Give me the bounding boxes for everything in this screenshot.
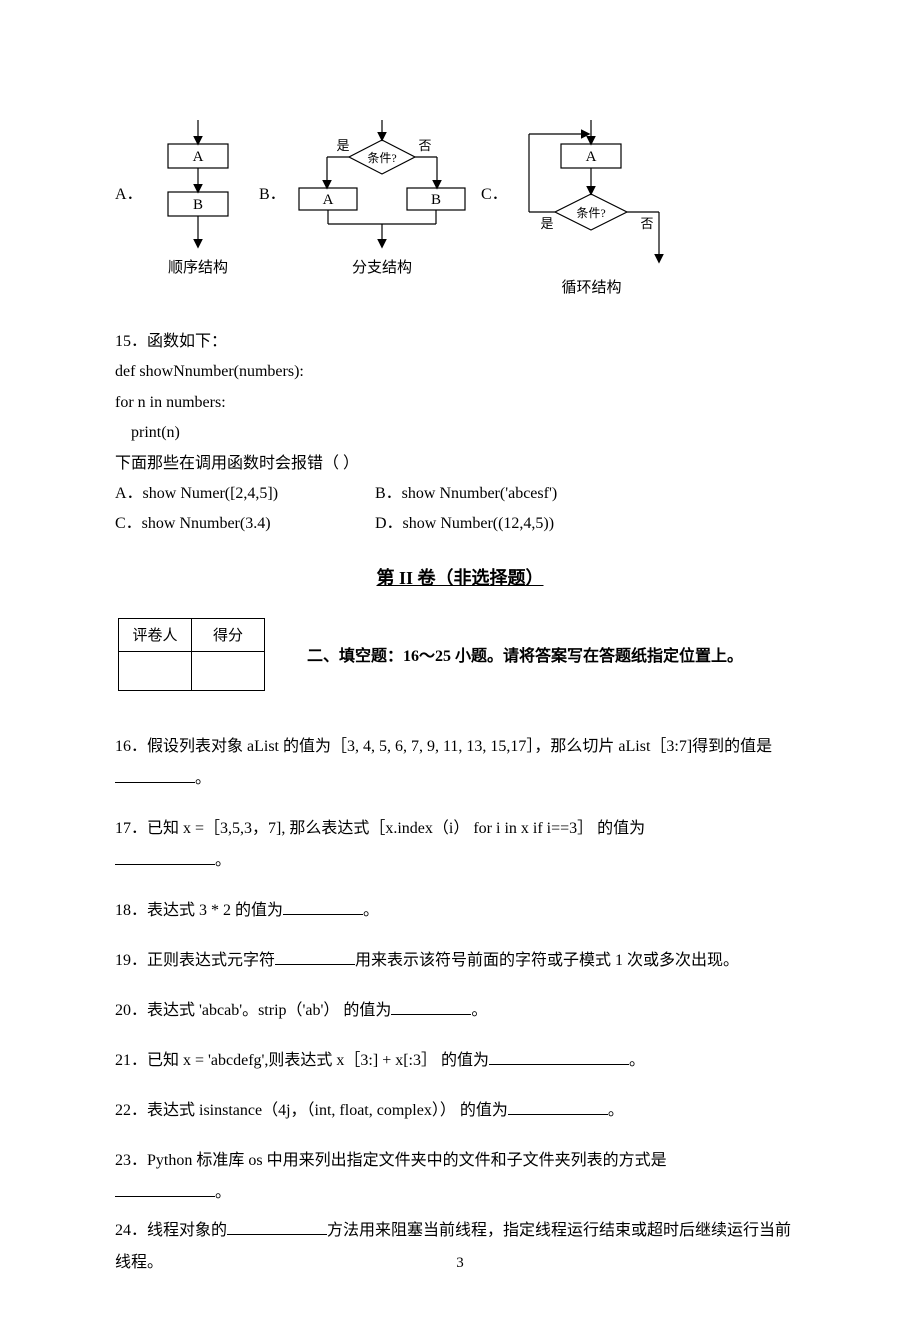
question-21: 21．已知 x = 'abcdefg',则表达式 x［3:] + x[:3］ 的… xyxy=(115,1045,805,1077)
loop-flowchart-icon: A 条件? 是 否 xyxy=(509,120,674,270)
score-header-1: 评卷人 xyxy=(119,618,192,651)
q15-line1: 15．函数如下： xyxy=(115,327,805,357)
q23-text-b: 。 xyxy=(215,1184,231,1201)
q15-code-print: print(n) xyxy=(115,418,805,448)
q17-text-b: 。 xyxy=(215,852,231,869)
page-content: A． A B 顺序结构 B． 条件? 是 xyxy=(0,0,920,1319)
q15-line5: 下面那些在调用函数时会报错（ ） xyxy=(115,449,805,479)
q24-blank xyxy=(227,1217,327,1235)
q24-text-a: 24．线程对象的 xyxy=(115,1222,227,1239)
q15-code-def: def showNnumber(numbers): xyxy=(115,357,805,387)
q16-text-b: 。 xyxy=(195,770,211,787)
q20-text-a: 20．表达式 'abcab'。strip（'ab'） 的值为 xyxy=(115,1002,391,1019)
diagram-label-a: A． xyxy=(115,120,143,204)
q21-text-b: 。 xyxy=(629,1052,645,1069)
svg-text:A: A xyxy=(586,149,597,165)
q22-text-b: 。 xyxy=(608,1102,624,1119)
diagram-label-b: B． xyxy=(253,120,287,204)
page-number: 3 xyxy=(0,1255,920,1272)
diagram-label-c: C． xyxy=(477,120,509,204)
q18-text-a: 18．表达式 3 * 2 的值为 xyxy=(115,902,283,919)
sequence-flowchart-icon: A B xyxy=(143,120,253,250)
question-22: 22．表达式 isinstance（4j，（int, float, comple… xyxy=(115,1095,805,1127)
score-cell-2 xyxy=(192,651,265,690)
q23-blank xyxy=(115,1179,215,1197)
svg-text:B: B xyxy=(431,192,441,208)
diagram-loop: A 条件? 是 否 循环结构 xyxy=(509,120,674,297)
svg-text:否: 否 xyxy=(418,138,431,153)
fill-instruction: 二、填空题：16～25 小题。请将答案写在答题纸指定位置上。 xyxy=(307,642,743,666)
q20-blank xyxy=(391,997,471,1015)
q18-text-b: 。 xyxy=(363,902,379,919)
diagram-branch: 条件? 是 否 A B 分支结构 xyxy=(287,120,477,277)
q17-blank xyxy=(115,847,215,865)
q15-opt-c: C．show Nnumber(3.4) xyxy=(115,509,345,539)
svg-text:是: 是 xyxy=(336,138,349,153)
q15-options-row1: A．show Numer([2,4,5]) B．show Nnumber('ab… xyxy=(115,479,805,509)
section-2-title: 第 II 卷（非选择题） xyxy=(115,564,805,590)
question-20: 20．表达式 'abcab'。strip（'ab'） 的值为 。 xyxy=(115,995,805,1027)
question-18: 18．表达式 3 * 2 的值为 。 xyxy=(115,895,805,927)
q15-opt-d: D．show Number((12,4,5)) xyxy=(375,509,605,539)
diagram-caption-2: 分支结构 xyxy=(352,256,412,277)
svg-text:是: 是 xyxy=(540,216,553,231)
svg-text:否: 否 xyxy=(640,216,653,231)
diagram-row: A． A B 顺序结构 B． 条件? 是 xyxy=(115,120,805,297)
diagram-caption-3: 循环结构 xyxy=(561,276,621,297)
q15-options-row2: C．show Nnumber(3.4) D．show Number((12,4,… xyxy=(115,509,805,539)
q19-text-a: 19．正则表达式元字符 xyxy=(115,952,275,969)
question-17: 17．已知 x =［3,5,3，7], 那么表达式［x.index（i） for… xyxy=(115,813,805,877)
diagram-sequence: A B 顺序结构 xyxy=(143,120,253,277)
q16-blank xyxy=(115,765,195,783)
q21-text-a: 21．已知 x = 'abcdefg',则表达式 x［3:] + x[:3］ 的… xyxy=(115,1052,489,1069)
q22-blank xyxy=(508,1097,608,1115)
svg-text:条件?: 条件? xyxy=(576,206,605,220)
question-16: 16．假设列表对象 aList 的值为［3, 4, 5, 6, 7, 9, 11… xyxy=(115,731,805,795)
question-15: 15．函数如下： def showNnumber(numbers): for n… xyxy=(115,327,805,540)
question-23: 23．Python 标准库 os 中用来列出指定文件夹中的文件和子文件夹列表的方… xyxy=(115,1145,805,1209)
svg-text:B: B xyxy=(193,197,203,213)
q15-opt-a: A．show Numer([2,4,5]) xyxy=(115,479,345,509)
score-row: 评卷人 得分 二、填空题：16～25 小题。请将答案写在答题纸指定位置上。 xyxy=(118,618,805,691)
q17-text-a: 17．已知 x =［3,5,3，7], 那么表达式［x.index（i） for… xyxy=(115,820,645,837)
q22-text-a: 22．表达式 isinstance（4j，（int, float, comple… xyxy=(115,1102,508,1119)
q18-blank xyxy=(283,897,363,915)
svg-text:A: A xyxy=(193,149,204,165)
branch-flowchart-icon: 条件? 是 否 A B xyxy=(287,120,477,250)
q19-blank xyxy=(275,947,355,965)
score-table: 评卷人 得分 xyxy=(118,618,265,691)
q15-opt-b: B．show Nnumber('abcesf') xyxy=(375,479,605,509)
q16-text-a: 16．假设列表对象 aList 的值为［3, 4, 5, 6, 7, 9, 11… xyxy=(115,738,772,755)
q19-text-b: 用来表示该符号前面的字符或子模式 1 次或多次出现。 xyxy=(355,952,739,969)
q15-code-for: for n in numbers: xyxy=(115,388,805,418)
diagram-caption-1: 顺序结构 xyxy=(168,256,228,277)
svg-text:A: A xyxy=(323,192,334,208)
q23-text-a: 23．Python 标准库 os 中用来列出指定文件夹中的文件和子文件夹列表的方… xyxy=(115,1152,667,1169)
svg-text:条件?: 条件? xyxy=(367,151,396,165)
score-cell-1 xyxy=(119,651,192,690)
q21-blank xyxy=(489,1047,629,1065)
score-header-2: 得分 xyxy=(192,618,265,651)
question-19: 19．正则表达式元字符 用来表示该符号前面的字符或子模式 1 次或多次出现。 xyxy=(115,945,805,977)
q20-text-b: 。 xyxy=(471,1002,487,1019)
